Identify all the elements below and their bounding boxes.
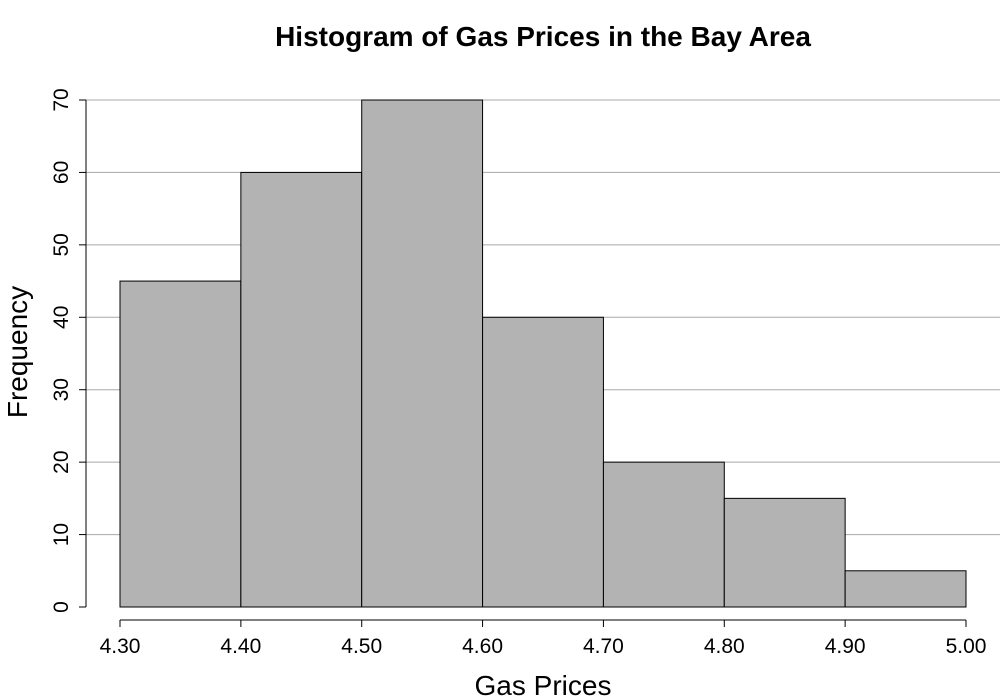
x-axis: 4.30 4.40 4.50 4.60 4.70 4.80 4.90 5.00	[100, 619, 987, 658]
histogram-bar-4	[482, 316, 604, 608]
y-tick-label: 0	[50, 601, 73, 613]
x-tick-label: 4.80	[704, 635, 745, 658]
y-tick-label: 70	[50, 88, 73, 111]
x-tick-label: 4.60	[462, 635, 503, 658]
x-tick-label: 4.40	[220, 635, 261, 658]
x-tick-label: 5.00	[946, 635, 987, 658]
x-axis-title: Gas Prices	[475, 670, 612, 700]
y-tick-label: 40	[50, 306, 73, 329]
y-tick-label: 10	[50, 523, 73, 546]
x-tick-label: 4.90	[825, 635, 866, 658]
y-tick-label: 30	[50, 378, 73, 401]
y-axis-title: Frequency	[2, 286, 33, 418]
histogram-bar-6	[723, 497, 846, 608]
y-tick-label: 50	[50, 233, 73, 256]
x-tick-label: 4.30	[100, 635, 141, 658]
histogram-bars	[119, 99, 967, 608]
histogram-bar-5	[602, 461, 725, 608]
histogram-bar-3	[361, 99, 484, 608]
x-tick-label: 4.70	[583, 635, 624, 658]
histogram-bar-2	[240, 171, 363, 608]
y-tick-label: 60	[50, 161, 73, 184]
x-tick-label: 4.50	[341, 635, 382, 658]
y-axis: 0 10 20 30 40 50 60 70	[50, 88, 87, 613]
histogram-bar-7	[844, 570, 967, 608]
histogram-bar-1	[119, 280, 242, 608]
chart-title: Histogram of Gas Prices in the Bay Area	[275, 21, 811, 52]
y-tick-label: 20	[50, 450, 73, 473]
